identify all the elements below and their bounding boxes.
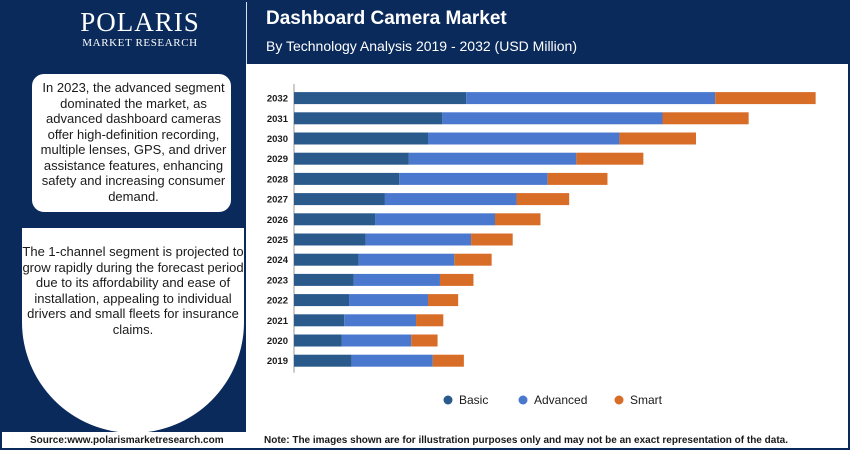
y-tick-label-2023: 2023: [267, 275, 288, 286]
insight-text-advanced: In 2023, the advanced segment dominated …: [40, 80, 227, 204]
bar-smart-2021: [416, 314, 444, 327]
bar-smart-2032: [715, 92, 816, 105]
insight-text-one-channel: The 1-channel segment is projected to gr…: [22, 244, 244, 337]
bar-basic-2024: [294, 253, 359, 266]
bar-smart-2022: [428, 294, 459, 307]
bar-advanced-2023: [353, 273, 440, 286]
y-tick-label-2024: 2024: [267, 255, 289, 266]
bar-basic-2030: [294, 132, 428, 145]
y-tick-label-2021: 2021: [267, 316, 289, 327]
bar-advanced-2029: [408, 152, 577, 165]
insight-card-one-channel: The 1-channel segment is projected to gr…: [22, 228, 244, 433]
bar-advanced-2019: [351, 354, 433, 367]
bar-basic-2022: [294, 294, 350, 307]
legend-label-advanced: Advanced: [534, 393, 587, 407]
bar-basic-2031: [294, 112, 443, 125]
bar-advanced-2027: [384, 193, 517, 206]
bar-smart-2027: [516, 193, 570, 206]
bar-advanced-2022: [349, 294, 428, 307]
y-tick-label-2026: 2026: [267, 215, 288, 226]
bar-basic-2028: [294, 172, 400, 185]
bar-smart-2020: [411, 334, 438, 347]
bar-basic-2019: [294, 354, 352, 367]
bar-advanced-2020: [341, 334, 412, 347]
y-tick-label-2027: 2027: [267, 195, 288, 206]
bar-basic-2032: [294, 92, 467, 105]
bar-basic-2025: [294, 233, 366, 246]
bar-smart-2029: [576, 152, 644, 165]
y-tick-label-2019: 2019: [267, 356, 288, 367]
bar-basic-2029: [294, 152, 409, 165]
chart-subtitle: By Technology Analysis 2019 - 2032 (USD …: [266, 38, 578, 54]
bar-smart-2023: [439, 273, 474, 286]
header-bar: [2, 2, 848, 64]
bar-advanced-2030: [428, 132, 620, 145]
legend-marker-smart: [614, 395, 624, 405]
bar-advanced-2028: [399, 172, 548, 185]
brand-logo: POLARIS MARKET RESEARCH: [60, 8, 220, 49]
chart-title: Dashboard Camera Market: [266, 8, 507, 29]
y-tick-label-2028: 2028: [267, 174, 288, 185]
y-tick-label-2032: 2032: [267, 94, 288, 105]
legend-label-smart: Smart: [630, 393, 663, 407]
bar-advanced-2025: [365, 233, 472, 246]
y-tick-label-2022: 2022: [267, 296, 288, 307]
bar-advanced-2026: [375, 213, 495, 226]
bar-advanced-2032: [466, 92, 716, 105]
bar-basic-2020: [294, 334, 342, 347]
bar-basic-2026: [294, 213, 376, 226]
bar-advanced-2021: [344, 314, 417, 327]
y-tick-label-2030: 2030: [267, 134, 288, 145]
brand-tagline: MARKET RESEARCH: [82, 37, 198, 49]
legend-label-basic: Basic: [459, 393, 488, 407]
bar-smart-2024: [454, 253, 492, 266]
stacked-bar-chart: 2032 2031 2030 2029 2028 2027 2026 2025 2024 2023…: [267, 84, 816, 407]
bar-basic-2023: [294, 273, 354, 286]
legend-marker-advanced: [518, 395, 528, 405]
y-tick-label-2025: 2025: [267, 235, 289, 246]
y-tick-label-2031: 2031: [267, 114, 289, 125]
header-divider: [246, 2, 247, 64]
source-text: Source:www.polarismarketresearch.com: [30, 435, 224, 446]
disclaimer-text: Note: The images shown are for illustrat…: [264, 435, 788, 446]
insight-card-advanced: In 2023, the advanced segment dominated …: [30, 72, 233, 214]
bar-advanced-2031: [442, 112, 663, 125]
bar-smart-2026: [495, 213, 541, 226]
bar-smart-2025: [471, 233, 513, 246]
y-tick-label-2029: 2029: [267, 154, 288, 165]
brand-name: POLARIS: [80, 7, 200, 37]
bar-advanced-2024: [358, 253, 455, 266]
bar-smart-2030: [619, 132, 696, 145]
y-tick-label-2020: 2020: [267, 336, 288, 347]
bar-smart-2031: [662, 112, 749, 125]
bar-basic-2021: [294, 314, 345, 327]
bar-smart-2019: [432, 354, 464, 367]
legend-marker-basic: [443, 395, 453, 405]
bar-basic-2027: [294, 193, 385, 206]
bar-smart-2028: [547, 172, 608, 185]
